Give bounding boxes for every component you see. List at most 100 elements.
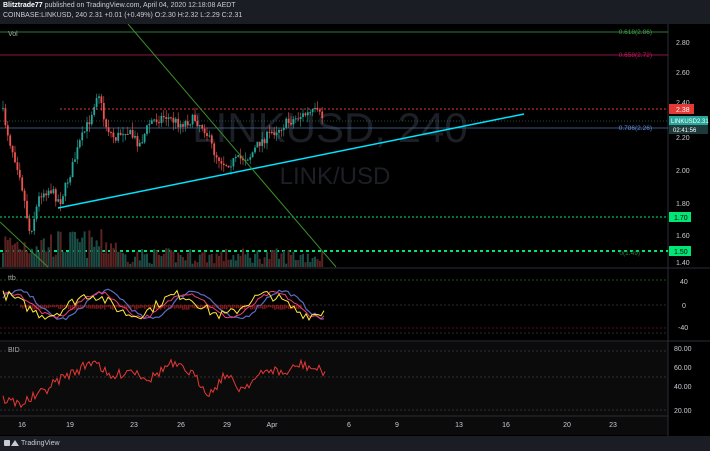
time-tick: 16 [502,422,510,429]
volume-bar [263,257,266,267]
candle-body [316,107,319,110]
main-pane[interactable] [0,24,668,267]
author-name[interactable]: Blitztrade77 [3,2,43,9]
descending-trendline[interactable] [127,24,337,268]
oscillator-histogram-bar [188,305,190,310]
ascending-trendline[interactable] [57,113,525,209]
oscillator-histogram-bar [88,305,90,309]
oscillator-histogram-bar [112,305,114,310]
volume-bar [100,229,103,267]
oscillator-histogram-bar [202,305,204,308]
candle-body [162,115,165,118]
bid-tick: 40.00 [674,384,692,391]
candle-body [237,155,240,157]
oscillator-histogram-bar [280,305,282,310]
volume-bar [261,263,264,267]
time-tick: 29 [223,422,231,429]
candle-body [174,118,177,123]
candle-body [129,130,132,135]
volume-bar [52,256,55,267]
candle-body [23,190,26,201]
candle-body [35,206,38,219]
volume-bar [182,257,184,267]
candle-body [321,111,324,119]
osc-tick: -40 [678,325,688,332]
oscillator-histogram-bar [152,305,154,308]
volume-bar [174,262,177,267]
volume-bar [18,248,21,267]
bid-pane[interactable] [0,342,668,435]
volume-bar [150,263,153,267]
volume-bar [102,253,105,267]
volume-bar [4,236,7,267]
volume-bar [208,254,211,267]
diagonal-line-left[interactable] [0,221,49,268]
candle-body [292,119,295,125]
tradingview-logo-icon [4,439,19,447]
oscillator-histogram-bar [140,305,142,309]
oscillator-histogram-bar [30,305,32,309]
time-tick: 23 [609,422,617,429]
volume-bar [239,255,242,267]
volume-bar [234,260,237,267]
candle-body [186,121,189,126]
candle-body [100,96,103,103]
oscillator-histogram-bar [244,305,246,310]
volume-bar [155,250,158,267]
volume-bar [206,262,208,267]
publish-info: Blitztrade77 published on TradingView.co… [3,1,236,11]
candle-body [270,131,273,133]
volume-bar [292,251,295,267]
oscillator-histogram-bar [150,305,152,309]
oscillator-histogram-bar [258,305,260,309]
volume-bar [50,234,52,267]
volume-bar [220,251,223,267]
candle-body [112,132,115,138]
candle-body [119,132,122,135]
oscillator-pane[interactable] [0,269,668,340]
tradingview-logo[interactable]: TradingView [4,439,60,447]
volume-bar [318,260,321,267]
oscillator-histogram-bar [190,305,192,308]
oscillator-histogram-bar [142,305,144,308]
volume-bar [14,243,16,267]
volume-bar [153,249,156,267]
candle-body [47,190,50,196]
candle-body [50,190,52,194]
volume-bar [54,254,57,267]
time-tick: 20 [563,422,571,429]
price-tick: 2.00 [676,168,690,175]
price-axis[interactable]: 2.80 2.60 2.40 2.20 2.00 1.80 1.60 1.40 … [674,40,692,415]
volume-bar [299,254,302,267]
oscillator-histogram-bar [48,305,50,309]
oscillator-histogram-bar [116,305,118,308]
candle-body [268,131,271,133]
volume-bar [134,256,136,267]
volume-bar [311,257,314,267]
volume-bar [93,246,96,267]
volume-bar [196,262,199,267]
oscillator-histogram-bar [178,305,180,309]
oscillator-histogram-bar [264,305,266,309]
oscillator-histogram-bar [234,305,236,308]
watermark-symbol: LINKUSD, 240 [192,104,467,151]
oscillator-histogram-bar [284,305,286,310]
oscillator-histogram-bar [222,305,224,310]
footer-bar: TradingView [0,436,710,451]
volume-bar [227,259,230,267]
oscillator-histogram-bar [106,305,108,308]
oscillator-histogram-bar [288,305,290,310]
candle-body [230,166,232,168]
chart-canvas[interactable]: LINKUSD, 240 LINK/USD Vol ttb BID 0.618(… [0,24,710,436]
time-axis[interactable]: 16 19 23 26 29 Apr 6 9 13 16 20 23 [18,422,617,429]
oscillator-histogram-bar [130,305,132,310]
oscillator-histogram-bar [286,305,288,308]
candle-body [311,109,314,113]
oscillator-histogram-bar [274,305,276,310]
volume-bar [131,261,134,267]
candle-body [184,121,187,127]
volume-bar [285,263,288,267]
oscillator-histogram-bar [282,305,284,310]
oscillator-histogram-bar [220,305,222,310]
oscillator-histogram-bar [228,305,230,308]
